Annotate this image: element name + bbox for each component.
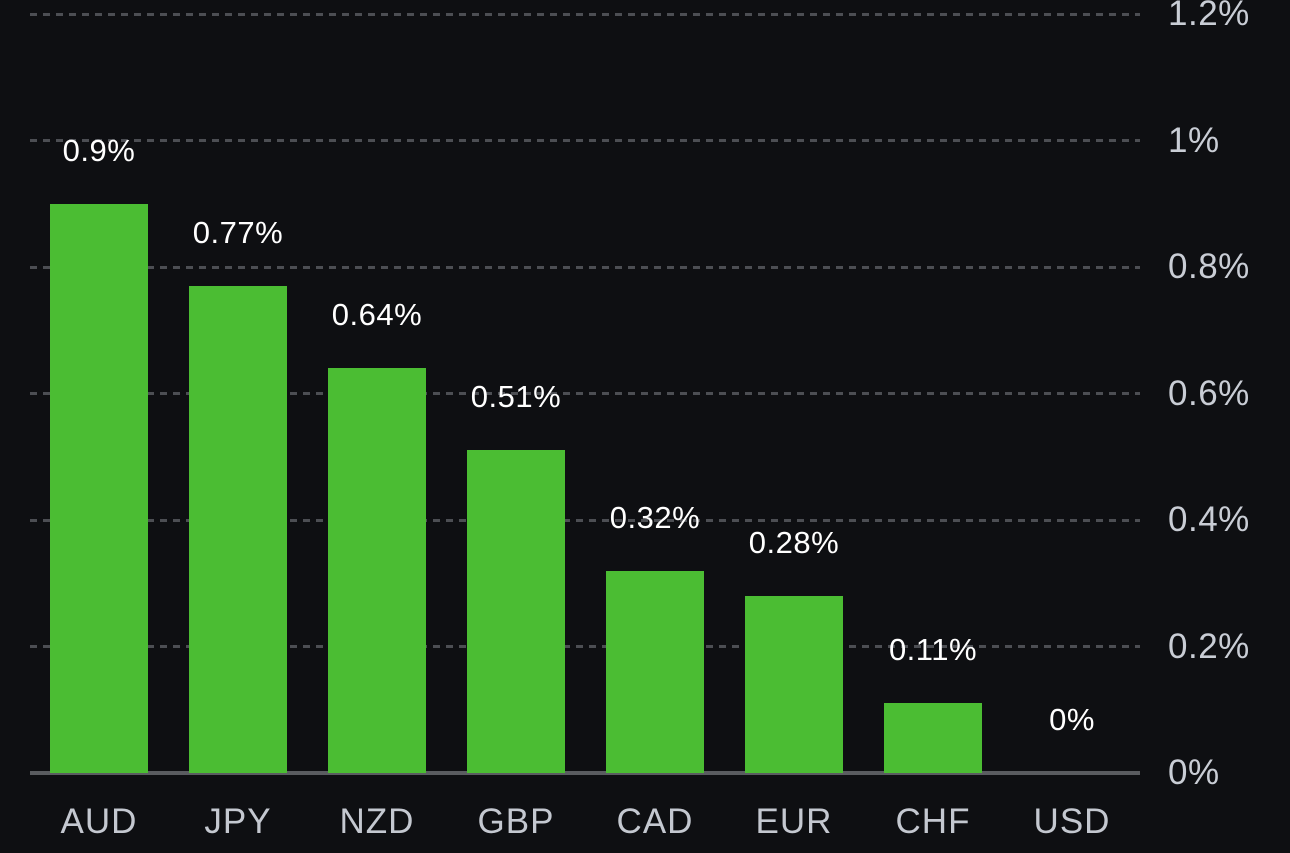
gridline	[30, 139, 1140, 142]
gridline	[30, 12, 1140, 16]
value-label-aud: 0.9%	[62, 132, 136, 168]
gridline	[30, 265, 1140, 269]
y-tick-label: 1%	[1168, 120, 1220, 160]
bar-eur[interactable]	[745, 595, 843, 773]
value-label-cad: 0.32%	[609, 499, 701, 535]
gridline	[30, 518, 1140, 522]
x-axis-baseline	[30, 771, 1140, 775]
y-tick-label: 0.2%	[1168, 626, 1250, 666]
gridline	[30, 645, 1140, 648]
value-label-chf: 0.11%	[888, 632, 978, 668]
bar-gbp[interactable]	[467, 450, 565, 773]
bar-chf[interactable]	[884, 703, 982, 773]
value-label-nzd: 0.64%	[331, 297, 423, 333]
y-tick-label: 0.8%	[1168, 247, 1250, 286]
value-label-gbp: 0.51%	[470, 379, 562, 415]
x-category-label-chf: CHF	[895, 802, 971, 841]
bar-jpy[interactable]	[189, 285, 287, 773]
value-label-usd: 0%	[1049, 702, 1095, 737]
x-category-label-gbp: GBP	[477, 802, 555, 841]
x-category-label-jpy: JPY	[204, 802, 272, 841]
x-category-label-eur: EUR	[755, 802, 833, 841]
x-category-label-usd: USD	[1033, 802, 1111, 841]
y-tick-label: 1.2%	[1168, 0, 1250, 33]
x-category-label-cad: CAD	[616, 802, 694, 841]
value-label-jpy: 0.77%	[192, 214, 284, 250]
bar-aud[interactable]	[50, 203, 148, 773]
y-tick-label: 0.6%	[1168, 373, 1250, 413]
x-category-label-nzd: NZD	[339, 802, 415, 841]
bar-nzd[interactable]	[328, 368, 426, 773]
value-label-eur: 0.28%	[748, 524, 840, 560]
x-category-label-aud: AUD	[60, 802, 138, 841]
y-tick-label: 0.4%	[1168, 500, 1250, 539]
y-tick-label: 0%	[1168, 753, 1220, 792]
gridline	[30, 392, 1140, 395]
bar-cad[interactable]	[606, 570, 704, 773]
